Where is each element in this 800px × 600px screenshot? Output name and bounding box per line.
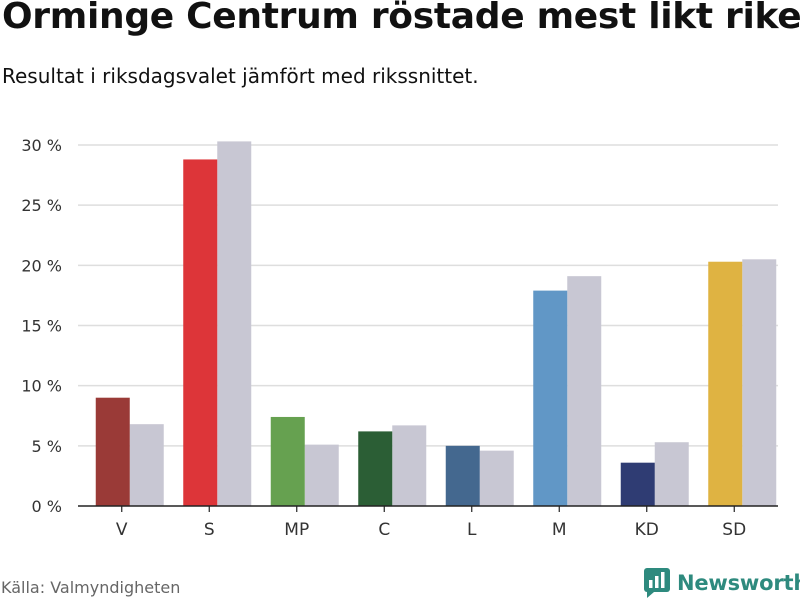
y-tick-label: 30 % — [21, 136, 62, 155]
y-tick-label: 25 % — [21, 196, 62, 215]
y-tick-label: 20 % — [21, 256, 62, 275]
x-tick-label: V — [116, 520, 128, 540]
bar-local-v — [95, 397, 130, 506]
brand-name: Newsworthy — [677, 571, 800, 595]
bar-riket-l — [479, 450, 514, 506]
chart-subtitle: Resultat i riksdagsvalet jämfört med rik… — [2, 64, 479, 88]
bar-riket-kd — [654, 442, 689, 506]
source-note: Källa: Valmyndigheten — [1, 578, 181, 597]
x-axis: V S MP C L M KD SD — [78, 505, 778, 540]
x-tick-label: SD — [722, 520, 746, 540]
y-tick-label: 5 % — [32, 437, 62, 456]
y-tick-label: 15 % — [21, 317, 62, 336]
bar-riket-sd — [742, 259, 777, 506]
x-tick-label: C — [378, 520, 390, 540]
newsworthy-logo-icon — [644, 568, 670, 598]
bar-riket-v — [129, 424, 164, 506]
bar-local-l — [445, 445, 480, 506]
bar-local-sd — [708, 261, 743, 506]
bar-riket-mp — [304, 444, 339, 506]
y-tick-label: 0 % — [32, 497, 62, 516]
bar-local-mp — [270, 416, 305, 506]
bar-local-kd — [620, 462, 655, 506]
x-tick-label: KD — [635, 520, 659, 540]
brand[interactable]: Newsworthy — [643, 566, 800, 600]
y-axis: 0 % 5 % 10 % 15 % 20 % 25 % 30 % — [21, 136, 62, 516]
y-tick-label: 10 % — [21, 377, 62, 396]
x-tick-label: MP — [284, 520, 309, 540]
bar-local-c — [358, 431, 393, 506]
bars — [95, 141, 777, 506]
bar-riket-c — [392, 425, 427, 506]
bar-riket-m — [567, 276, 602, 506]
x-tick-label: M — [552, 520, 567, 540]
chart-title: Orminge Centrum röstade mest likt riket — [2, 0, 800, 37]
bar-local-s — [183, 159, 218, 506]
bar-local-m — [533, 290, 568, 506]
gridlines — [78, 144, 778, 447]
bar-riket-s — [217, 141, 252, 506]
x-tick-label: L — [467, 520, 477, 540]
x-tick-label: S — [204, 520, 215, 540]
